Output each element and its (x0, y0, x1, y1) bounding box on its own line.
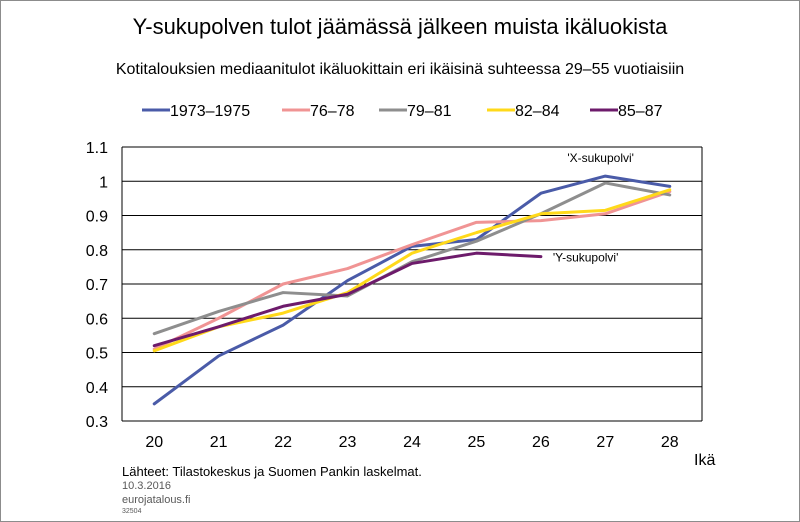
series-line (152, 188, 672, 353)
x-tick-label: 24 (403, 434, 421, 451)
legend-label: 82–84 (515, 103, 560, 120)
x-tick-label: 23 (339, 434, 357, 451)
chart-subtitle: Kotitalouksien mediaanitulot ikäluokitta… (115, 61, 685, 78)
y-tick-label: 0.4 (86, 380, 108, 397)
axes: 0.3 0.4 0.5 0.6 0.7 0.8 0.9 1 1.1 20 21 22 23 24 25 26 2… (86, 140, 716, 469)
x-tick-label: 28 (661, 434, 679, 451)
y-tick-label: 0.8 (86, 243, 108, 260)
annotation-label: 'X-sukupolvi' (567, 151, 634, 165)
series-lines (152, 174, 672, 406)
gridlines (122, 146, 702, 422)
x-tick-label: 26 (532, 434, 550, 451)
source-note: Lähteet: Tilastokeskus ja Suomen Pankin … (122, 464, 422, 479)
y-tick-label: 0.3 (86, 414, 108, 431)
legend-label: 1973–1975 (170, 103, 250, 120)
y-tick-label: 1 (99, 174, 108, 191)
x-tick-label: 22 (274, 434, 292, 451)
legend-label: 85–87 (618, 103, 663, 120)
x-tick-label: 27 (596, 434, 614, 451)
y-tick-label: 0.6 (86, 311, 108, 328)
annotation-label: 'Y-sukupolvi' (553, 251, 619, 265)
y-tick-label: 1.1 (86, 140, 108, 157)
legend-label: 76–78 (310, 103, 355, 120)
legend: 1973–1975 76–78 79–81 82–84 85–87 (142, 103, 663, 120)
legend-label: 79–81 (407, 103, 452, 120)
x-tick-label: 21 (210, 434, 228, 451)
series-line (152, 174, 672, 406)
y-tick-label: 0.7 (86, 277, 108, 294)
site-name: eurojatalous.fi (122, 494, 191, 506)
x-tick-label: 20 (145, 434, 163, 451)
chart-title: Y-sukupolven tulot jäämässä jälkeen muis… (132, 14, 668, 39)
series-line (152, 251, 543, 348)
series-line (152, 181, 672, 336)
x-tick-label: 25 (468, 434, 486, 451)
x-axis-label: Ikä (694, 452, 715, 469)
annotations: 'X-sukupolvi' 'Y-sukupolvi' (553, 151, 634, 264)
chart-code: 32504 (122, 508, 142, 515)
series-line (152, 190, 672, 351)
publication-date: 10.3.2016 (122, 480, 171, 492)
y-tick-label: 0.5 (86, 346, 108, 363)
y-tick-label: 0.9 (86, 209, 108, 226)
